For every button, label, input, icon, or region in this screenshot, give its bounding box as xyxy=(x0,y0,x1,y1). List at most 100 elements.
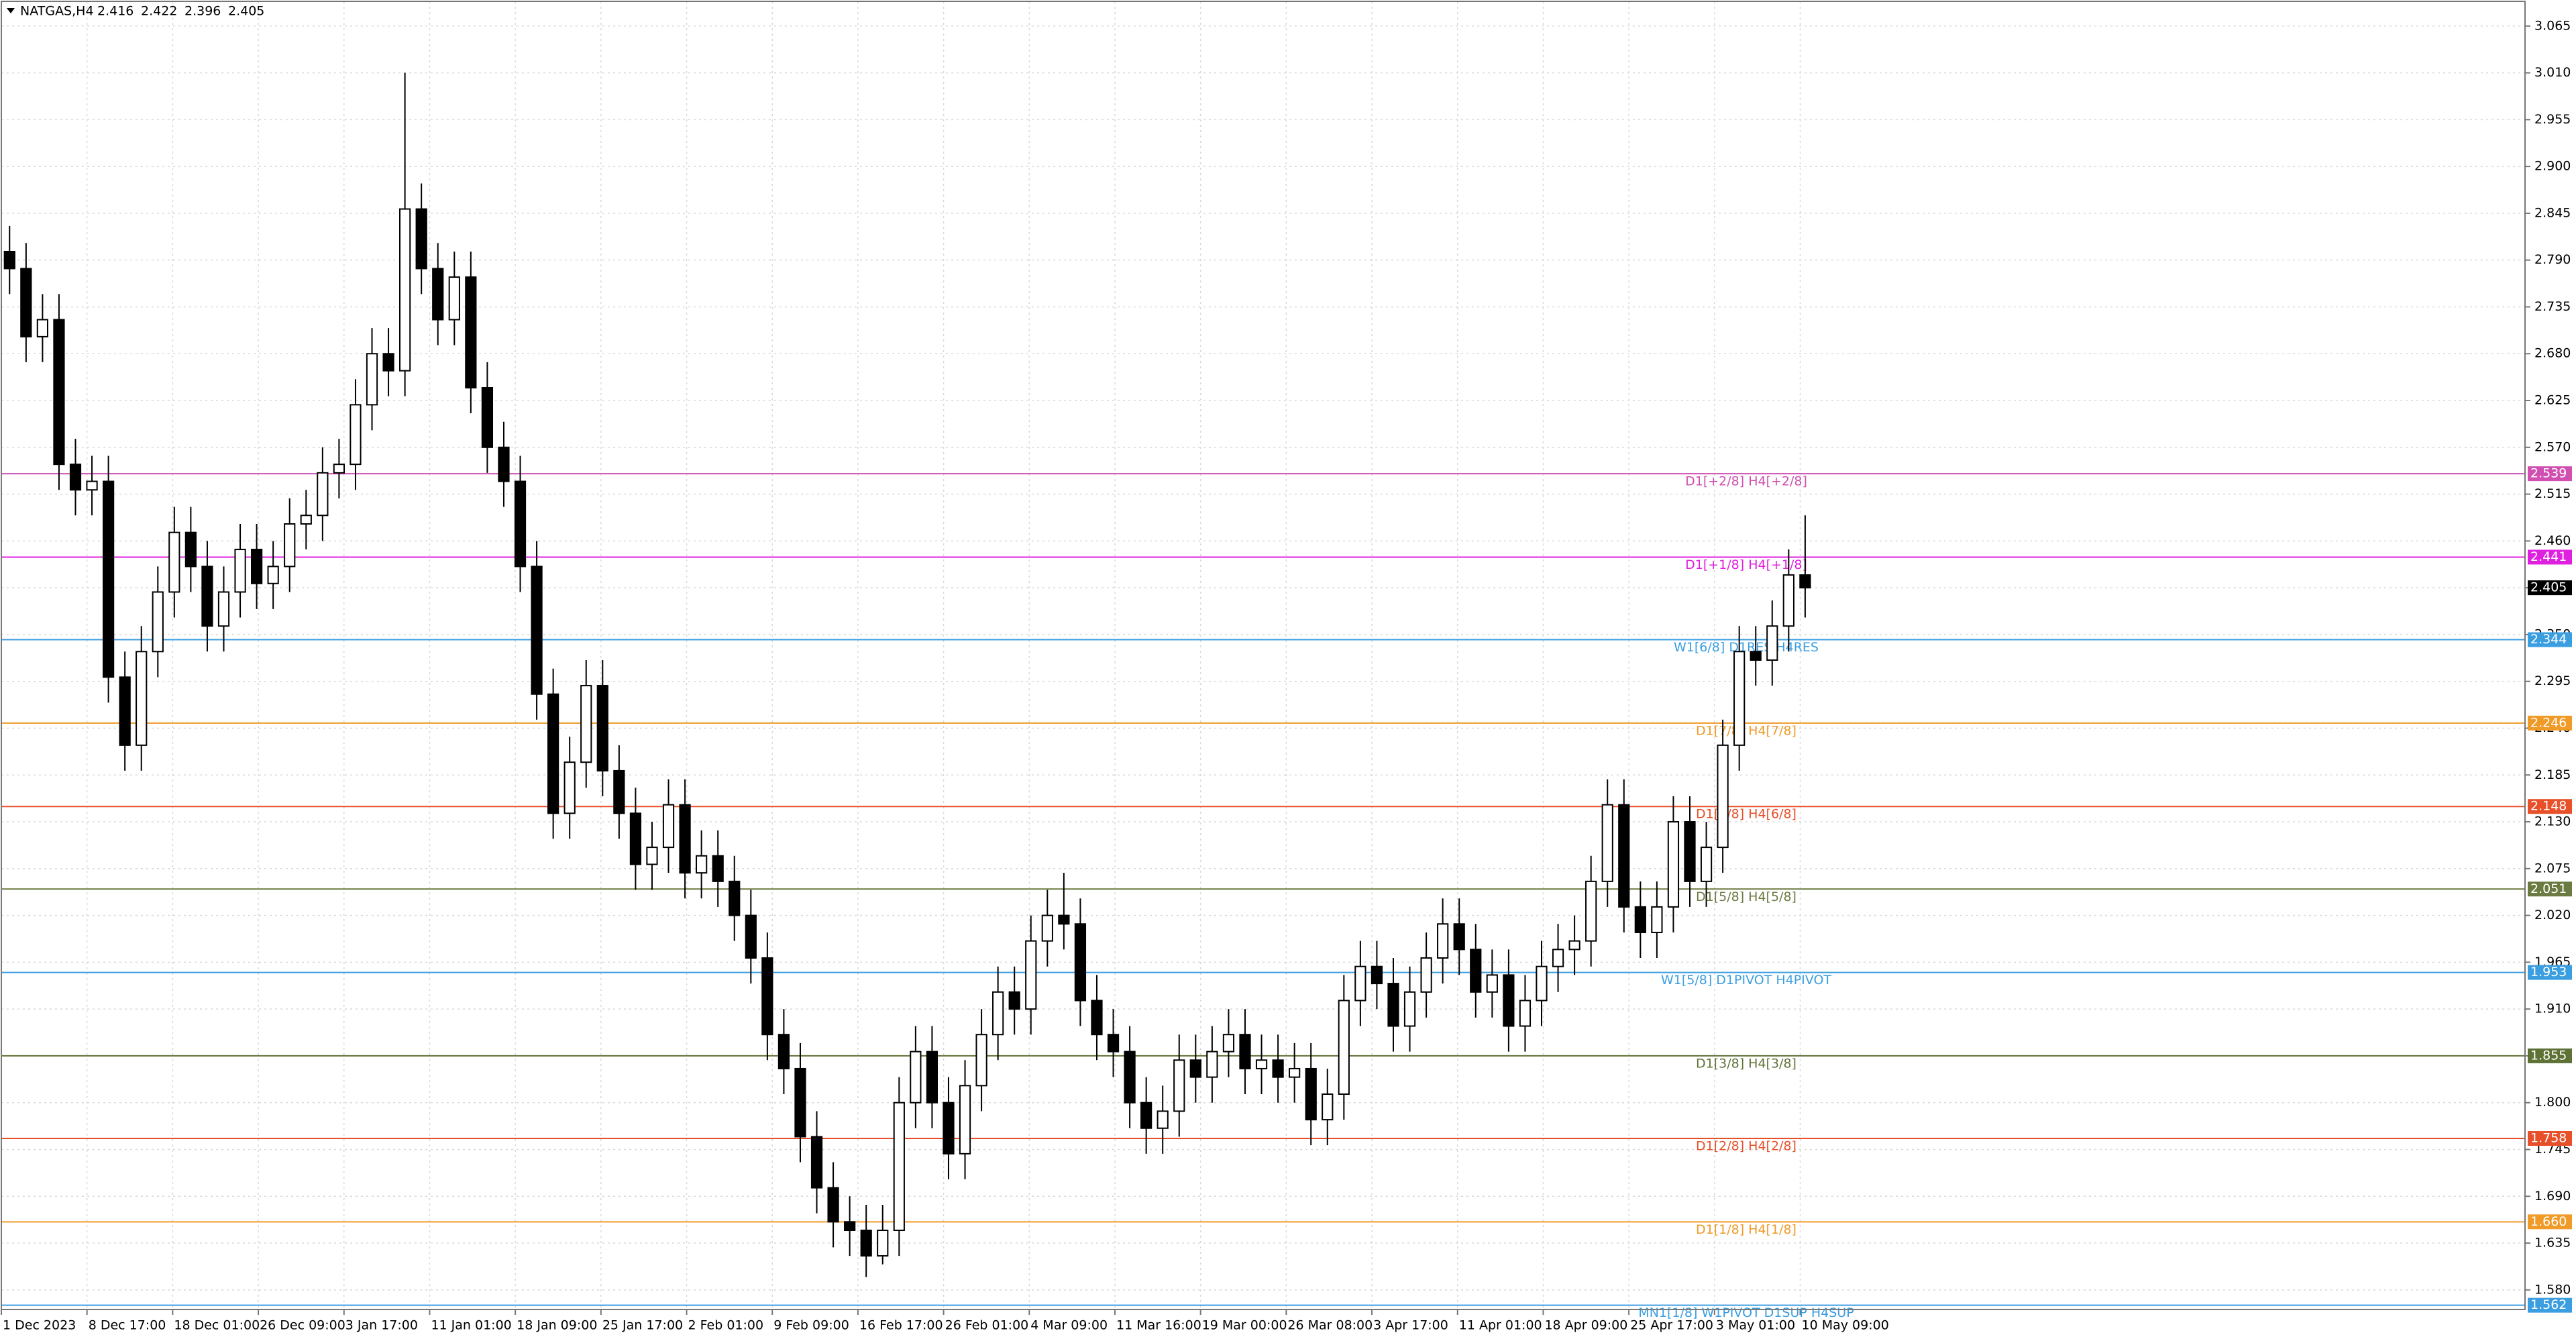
candle-body xyxy=(860,1230,872,1257)
candle-body xyxy=(1206,1051,1218,1078)
y-tick-label: 2.955 xyxy=(2534,112,2571,127)
x-tick-label: 2 Feb 01:00 xyxy=(688,1318,764,1333)
candle-body xyxy=(366,353,378,406)
candle-body xyxy=(1107,1034,1120,1053)
candle-body xyxy=(975,1034,987,1087)
y-tick-label: 1.690 xyxy=(2534,1189,2571,1203)
candle-body xyxy=(580,685,592,763)
x-tick-label: 10 May 09:00 xyxy=(1802,1318,1889,1333)
candle-body xyxy=(1453,923,1465,951)
level-price-box xyxy=(2528,715,2572,731)
y-tick-label: 2.295 xyxy=(2534,674,2571,688)
candle-body xyxy=(1173,1059,1185,1112)
candle-body xyxy=(53,319,65,466)
candle-body xyxy=(827,1187,839,1223)
level-label: D1[6/8] H4[6/8] xyxy=(1696,807,1796,822)
level-price-label: 2.441 xyxy=(2530,549,2567,564)
y-tick-label: 2.130 xyxy=(2534,814,2571,829)
candle-body xyxy=(267,566,279,584)
x-tick-label: 11 Mar 16:00 xyxy=(1116,1318,1201,1333)
candle-body xyxy=(1403,991,1416,1027)
level-label: D1[5/8] H4[5/8] xyxy=(1696,890,1796,904)
x-tick-label: 26 Feb 01:00 xyxy=(945,1318,1029,1333)
candle-body xyxy=(1041,914,1053,942)
candle-body xyxy=(1782,574,1794,627)
x-tick-label: 11 Jan 01:00 xyxy=(431,1318,511,1333)
candle-body xyxy=(959,1085,971,1155)
candle-body xyxy=(217,591,230,627)
candle-body xyxy=(1074,923,1087,1002)
candle-body xyxy=(350,404,362,466)
candle-body xyxy=(498,446,510,482)
candle-body xyxy=(877,1230,889,1257)
level-label: D1[7/8] H4[7/8] xyxy=(1696,723,1796,738)
level-label: D1[1/8] H4[1/8] xyxy=(1696,1222,1796,1237)
candle-body xyxy=(333,464,345,474)
candle-body xyxy=(152,591,164,653)
y-tick-label: 2.020 xyxy=(2534,908,2571,922)
candle-body xyxy=(794,1067,806,1138)
candle-body xyxy=(745,914,757,959)
candle-body xyxy=(1568,940,1580,951)
candle-body xyxy=(1585,880,1597,942)
x-tick-label: 3 Jan 17:00 xyxy=(345,1318,418,1333)
candle-body xyxy=(1008,991,1020,1010)
candle-body xyxy=(1189,1059,1201,1078)
candle-body xyxy=(1717,744,1729,849)
candle-body xyxy=(415,208,427,270)
level-price-box xyxy=(2528,1214,2572,1230)
candle-body xyxy=(1255,1059,1268,1069)
x-tick-label: 4 Mar 09:00 xyxy=(1030,1318,1108,1333)
candle-body xyxy=(201,566,213,627)
y-tick-label: 1.910 xyxy=(2534,1002,2571,1016)
candle-body xyxy=(1371,965,1383,985)
candle-body xyxy=(810,1136,823,1189)
candle-body xyxy=(69,464,82,491)
y-tick-label: 2.735 xyxy=(2534,299,2571,314)
y-tick-label: 2.570 xyxy=(2534,439,2571,454)
level-label: D1[+2/8] H4[+2/8] xyxy=(1685,474,1807,489)
candle-body xyxy=(284,523,296,568)
menu-triangle[interactable] xyxy=(7,8,15,13)
symbol-title: NATGAS,H4 xyxy=(20,4,94,19)
level-price-label: 2.539 xyxy=(2530,466,2567,481)
level-price-box xyxy=(2528,632,2572,647)
candle-body xyxy=(1486,974,1498,993)
candle-body xyxy=(547,693,559,814)
candle-body xyxy=(1354,965,1366,1002)
y-tick-label: 2.075 xyxy=(2534,861,2571,875)
candle-body xyxy=(1239,1034,1251,1069)
level-price-box xyxy=(2528,1048,2572,1063)
candle-body xyxy=(399,208,411,372)
candle-body xyxy=(1552,949,1564,967)
candle-body xyxy=(86,480,98,491)
level-label: D1[3/8] H4[3/8] xyxy=(1696,1056,1796,1071)
y-tick-label: 2.845 xyxy=(2534,205,2571,220)
candle-body xyxy=(1387,983,1399,1027)
candle-body xyxy=(926,1051,938,1104)
x-tick-label: 18 Jan 09:00 xyxy=(517,1318,597,1333)
y-tick-label: 2.900 xyxy=(2534,159,2571,174)
candle-body xyxy=(910,1051,922,1104)
y-tick-label: 3.010 xyxy=(2534,65,2571,80)
candle-body xyxy=(1157,1110,1169,1129)
level-price-box xyxy=(2528,881,2572,897)
x-tick-label: 18 Apr 09:00 xyxy=(1544,1318,1627,1333)
y-tick-label: 3.065 xyxy=(2534,18,2571,33)
candle-body xyxy=(465,276,477,388)
candle-body xyxy=(251,549,263,584)
candle-body xyxy=(893,1102,905,1232)
y-tick-label: 2.680 xyxy=(2534,346,2571,361)
candle-body xyxy=(662,804,675,849)
candle-body xyxy=(696,855,708,874)
candle-body xyxy=(943,1102,955,1155)
x-tick-label: 11 Apr 01:00 xyxy=(1459,1318,1542,1333)
level-price-label: 2.148 xyxy=(2530,799,2567,814)
x-tick-label: 3 May 01:00 xyxy=(1716,1318,1795,1333)
candle-body xyxy=(119,676,131,746)
candle-body xyxy=(1601,804,1613,882)
candle-body xyxy=(448,276,460,321)
candle-body xyxy=(36,319,49,337)
y-tick-label: 2.460 xyxy=(2534,533,2571,548)
